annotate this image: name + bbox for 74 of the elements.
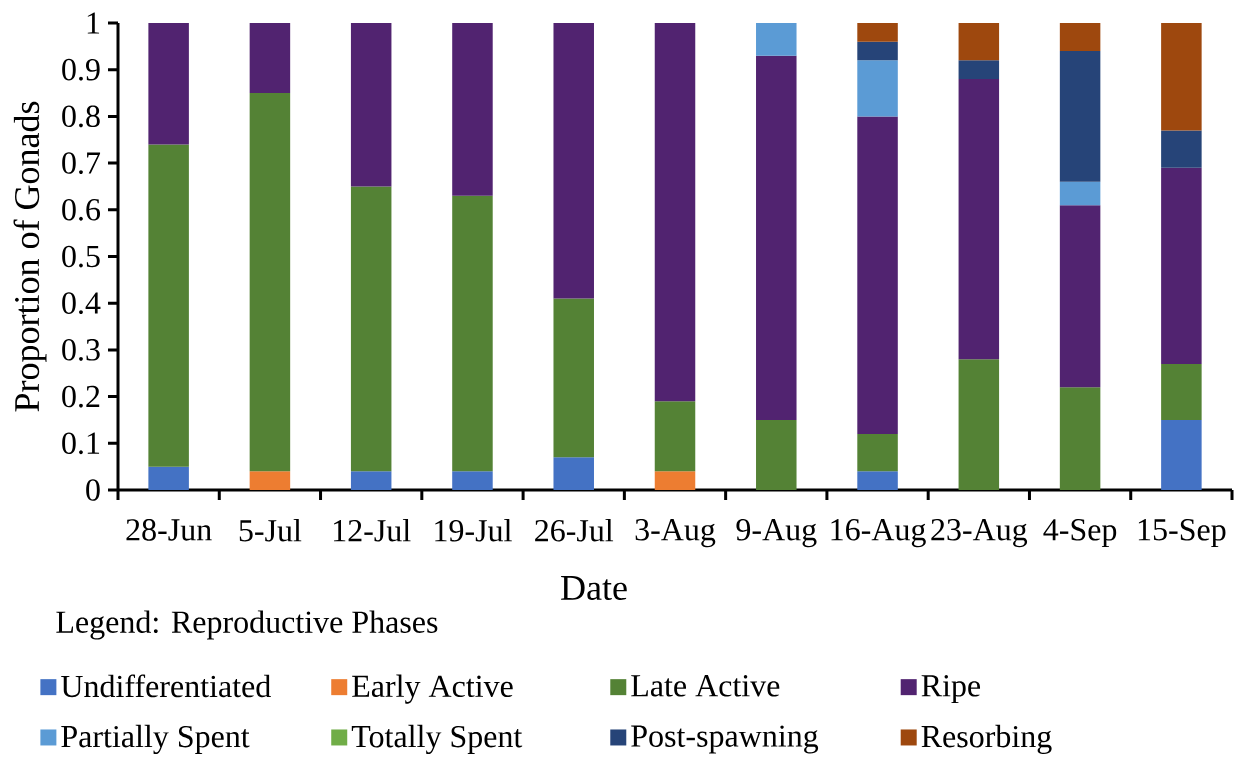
bar — [1059, 51, 1101, 182]
legend-label: Post-spawning — [631, 725, 819, 754]
x-tick-label: 9-Aug — [736, 519, 817, 548]
bar — [857, 41, 898, 61]
bar — [654, 22, 696, 402]
y-tick-label: 0.5 — [62, 245, 100, 268]
bar — [1161, 363, 1202, 420]
x-tick-label: 28-Jun — [126, 519, 212, 541]
bar — [958, 60, 1000, 80]
bar — [756, 419, 797, 490]
bar — [857, 433, 898, 472]
bar — [654, 401, 696, 472]
legend-label: Ripe — [921, 675, 981, 704]
y-tick-label: 0.2 — [62, 385, 100, 408]
bar — [452, 22, 493, 196]
x-tick-label: 15-Sep — [1138, 519, 1226, 548]
legend-label: Undifferentiated — [61, 674, 271, 698]
bar — [1059, 205, 1101, 388]
bar — [958, 79, 1000, 360]
legend-label: Partially Spent — [61, 724, 250, 754]
y-tick-label: 0.7 — [62, 152, 101, 174]
bar — [857, 471, 898, 490]
bar — [756, 22, 797, 56]
x-tick-label: 4-Sep — [1043, 519, 1117, 548]
bar — [756, 55, 797, 420]
x-tick-label: 23-Aug — [931, 519, 1028, 548]
bar — [1059, 22, 1101, 52]
bar — [350, 22, 392, 187]
x-tick-label: 19-Jul — [435, 519, 512, 542]
y-tick-label: 0.8 — [62, 105, 100, 128]
bar — [553, 457, 594, 490]
bar — [857, 116, 898, 434]
bar — [148, 22, 189, 145]
y-tick-label: 0 — [86, 479, 100, 501]
bar — [654, 471, 696, 490]
bar — [857, 60, 898, 117]
bar — [452, 471, 493, 490]
y-tick-label: 0.4 — [62, 292, 101, 315]
bar — [1059, 387, 1101, 490]
bar — [1161, 167, 1202, 364]
bar — [148, 144, 189, 467]
legend-label: Early Active — [352, 674, 513, 704]
bar — [1161, 130, 1202, 168]
x-tick-label: 26-Jul — [535, 519, 614, 542]
bar — [553, 22, 594, 299]
y-tick-label: 0.3 — [62, 339, 100, 361]
bar — [857, 22, 898, 42]
bar — [1161, 22, 1202, 131]
bar — [249, 471, 291, 490]
x-tick-label: 3-Aug — [635, 519, 716, 548]
legend-label: Resorbing — [921, 724, 1052, 754]
y-tick-label: 0.9 — [62, 58, 100, 81]
bar — [1161, 419, 1202, 490]
bar — [553, 298, 594, 458]
legend-label: Totally Spent — [351, 724, 523, 754]
y-tick-label: 0.1 — [62, 432, 100, 455]
x-tick-label: 5-Jul — [239, 519, 302, 542]
y-tick-label: 0.6 — [62, 198, 101, 221]
bar — [249, 22, 291, 94]
bar — [350, 186, 392, 472]
bar — [249, 93, 291, 472]
bar — [452, 195, 493, 472]
bar — [350, 471, 392, 490]
bar — [958, 359, 1000, 490]
x-tick-label: 16-Aug — [831, 519, 926, 548]
legend-label: Late Active — [631, 675, 780, 697]
y-tick-label: 1 — [87, 12, 100, 34]
legend-title: Legend: Reproductive Phases — [56, 610, 438, 640]
y-axis-title: Proportion of Gonads — [13, 101, 47, 412]
bar — [148, 466, 189, 490]
bar — [958, 22, 1000, 61]
x-tick-label: 12-Jul — [334, 519, 411, 542]
x-axis-title: Date — [561, 576, 627, 600]
bar — [1059, 181, 1101, 206]
